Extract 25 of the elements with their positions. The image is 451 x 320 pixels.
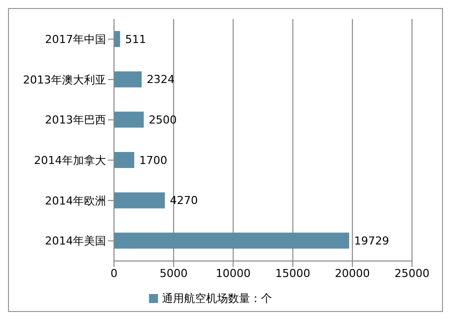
x-tick-label: 20000: [334, 266, 370, 280]
bar: [114, 152, 134, 168]
y-tick-label: 2013年澳大利亚: [23, 73, 106, 86]
x-tick-label: 15000: [275, 266, 310, 280]
x-tick-label: 10000: [216, 266, 251, 280]
y-tick-label: 2014年欧洲: [45, 194, 106, 208]
y-tick-label: 2017年中国: [45, 33, 106, 46]
y-tick-label: 2014年美国: [45, 234, 106, 248]
data-label: 2500: [148, 114, 177, 127]
legend-label: 通用航空机场数量：个: [162, 292, 272, 305]
data-label: 19729: [354, 234, 390, 248]
x-tick-label: 0: [110, 266, 118, 280]
y-tick-label: 2014年加拿大: [34, 154, 106, 168]
bar: [114, 112, 144, 128]
data-label: 2324: [146, 73, 175, 86]
data-label: 511: [125, 32, 146, 46]
x-tick-label: 5000: [160, 266, 188, 280]
data-label: 1700: [139, 154, 168, 167]
data-label: 4270: [170, 194, 198, 208]
bar: [114, 71, 142, 88]
y-tick-label: 2013年巴西: [45, 114, 106, 127]
bar: [114, 192, 165, 208]
bar: [114, 232, 350, 249]
x-tick-label: 25000: [394, 266, 430, 280]
bar: [114, 31, 120, 47]
